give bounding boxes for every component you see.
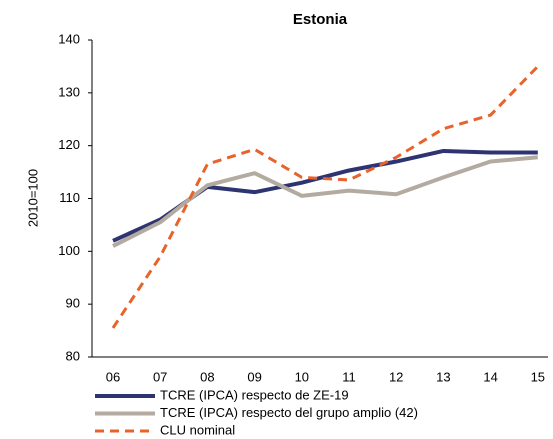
- y-tick-label: 100: [58, 243, 80, 258]
- x-tick-label: 13: [436, 369, 450, 384]
- legend-label: CLU nominal: [160, 422, 235, 437]
- legend-label: TCRE (IPCA) respecto de ZE-19: [160, 387, 349, 402]
- y-tick-label: 90: [66, 296, 80, 311]
- x-tick-label: 15: [531, 369, 545, 384]
- x-tick-label: 12: [389, 369, 403, 384]
- series-line: [111, 65, 539, 329]
- series-line: [112, 155, 538, 248]
- x-tick-label: 11: [342, 369, 356, 384]
- x-tick-label: 08: [200, 369, 214, 384]
- x-tick-label: 14: [483, 369, 497, 384]
- x-tick-label: 10: [295, 369, 309, 384]
- y-tick-label: 120: [58, 137, 80, 152]
- y-tick-label: 140: [58, 31, 80, 46]
- chart-title: Estonia: [293, 11, 348, 28]
- series-line: [112, 148, 538, 243]
- x-tick-label: 06: [106, 369, 120, 384]
- y-tick-label: 130: [58, 84, 80, 99]
- y-tick-label: 110: [59, 190, 80, 205]
- x-tick-label: 07: [153, 369, 167, 384]
- x-tick-label: 09: [247, 369, 261, 384]
- y-axis-label: 2010=100: [25, 169, 40, 227]
- legend-label: TCRE (IPCA) respecto del grupo amplio (4…: [160, 405, 418, 420]
- y-tick-label: 80: [66, 348, 80, 363]
